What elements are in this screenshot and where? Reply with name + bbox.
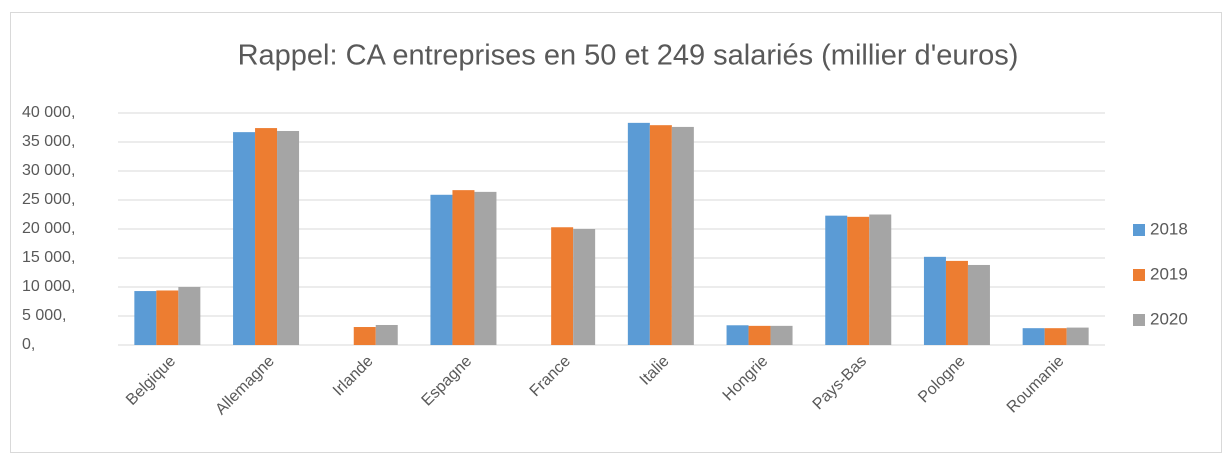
- bar: [726, 325, 749, 345]
- bar: [277, 130, 300, 345]
- legend-label: 2018: [1150, 219, 1188, 238]
- legend-swatch: [1133, 269, 1145, 281]
- y-tick-label: 5 000,: [22, 307, 66, 324]
- chart-title: Rappel: CA entreprises en 50 et 249 sala…: [238, 40, 1019, 72]
- bar: [1044, 328, 1067, 345]
- y-tick-label: 15 000,: [22, 249, 75, 266]
- bar: [649, 125, 672, 346]
- legend-label: 2020: [1150, 309, 1188, 328]
- y-tick-label: 0,: [22, 336, 35, 353]
- bar: [452, 190, 475, 345]
- y-tick-label: 30 000,: [22, 162, 75, 179]
- bar: [825, 215, 848, 345]
- legend-label: 2019: [1150, 264, 1188, 283]
- bar: [1022, 328, 1045, 345]
- bar: [748, 325, 771, 345]
- bar: [847, 216, 870, 345]
- y-tick-label: 25 000,: [22, 191, 75, 208]
- bar: [233, 132, 256, 345]
- bar: [770, 325, 793, 345]
- bar: [474, 191, 497, 345]
- bar: [869, 214, 892, 345]
- bar: [156, 290, 179, 345]
- bar: [573, 229, 596, 345]
- bar: [967, 264, 990, 345]
- y-tick-label: 40 000,: [22, 104, 75, 121]
- bar: [375, 324, 398, 345]
- y-tick-label: 10 000,: [22, 278, 75, 295]
- bar: [671, 126, 694, 345]
- legend-swatch: [1133, 314, 1145, 326]
- bar: [923, 256, 946, 345]
- chart-frame: [10, 12, 1222, 453]
- bar: [551, 227, 574, 345]
- bar: [178, 287, 201, 345]
- y-tick-label: 20 000,: [22, 220, 75, 237]
- bar: [255, 128, 278, 345]
- bar: [430, 194, 453, 345]
- bar: [134, 291, 157, 345]
- legend-swatch: [1133, 224, 1145, 236]
- bar: [1066, 327, 1089, 345]
- y-tick-label: 35 000,: [22, 133, 75, 150]
- bar: [945, 260, 968, 345]
- bar: [353, 327, 376, 345]
- bar: [627, 122, 650, 345]
